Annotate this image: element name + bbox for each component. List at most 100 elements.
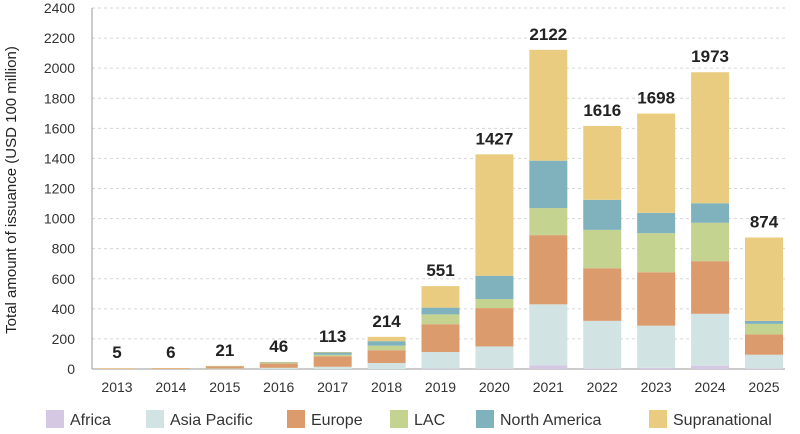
- legend-swatch: [390, 410, 408, 428]
- bar-segment: [151, 368, 190, 369]
- total-label: 46: [269, 337, 288, 356]
- bar-segment: [98, 368, 136, 369]
- y-tick-label: 2400: [44, 0, 75, 16]
- total-label: 21: [215, 341, 234, 360]
- y-tick-label: 0: [67, 361, 75, 377]
- bar-segment: [529, 49, 568, 161]
- y-tick-label: 200: [52, 331, 76, 347]
- bar-segment: [637, 233, 676, 273]
- bar-segment: [637, 212, 676, 234]
- bar-segment: [529, 365, 568, 369]
- bar-segment: [475, 308, 514, 347]
- bars: [98, 49, 783, 370]
- bar-segment: [529, 208, 568, 236]
- bar-segment: [475, 346, 514, 369]
- bar-segment: [367, 336, 406, 342]
- total-labels: 5 6 21 46 113 214 551 1427 2122 1616 1698 1973 874: [112, 25, 778, 362]
- x-axis: 2013 2014 2015 2016 2017 2018 2019 2020 2021 2022…: [101, 379, 779, 395]
- bar-segment: [529, 160, 568, 209]
- legend-label: Europe: [311, 412, 363, 429]
- bar-segment: [745, 334, 783, 355]
- total-label: 1973: [691, 47, 729, 66]
- bar-segment: [367, 350, 406, 363]
- bar-segment: [691, 222, 730, 262]
- bar-segment: [205, 365, 244, 367]
- x-tick-label: 2015: [209, 379, 240, 395]
- bar-segment: [205, 368, 244, 370]
- legend-swatch: [287, 410, 305, 428]
- bar-segment: [313, 356, 352, 367]
- bar-segment: [313, 366, 352, 369]
- x-tick-label: 2016: [263, 379, 294, 395]
- y-tick-label: 2200: [44, 30, 75, 46]
- bar-segment: [367, 362, 406, 369]
- legend-label: Asia Pacific: [170, 412, 253, 429]
- bar-segment: [691, 72, 730, 204]
- legend-label: North America: [500, 412, 601, 429]
- bar-segment: [421, 286, 460, 308]
- total-label: 214: [372, 312, 401, 331]
- x-tick-label: 2025: [748, 379, 779, 395]
- legend-label: Africa: [70, 412, 111, 429]
- bar-segment: [421, 352, 460, 369]
- bar-segment: [529, 304, 568, 366]
- x-tick-label: 2019: [425, 379, 456, 395]
- total-label: 874: [750, 213, 779, 232]
- x-tick-label: 2013: [101, 379, 132, 395]
- bar-segment: [313, 354, 352, 357]
- y-tick-label: 1000: [44, 211, 75, 227]
- bar-segment: [583, 368, 622, 369]
- total-label: 1616: [583, 101, 621, 120]
- bar-segment: [529, 235, 568, 305]
- legend-swatch: [649, 410, 667, 428]
- x-tick-label: 2023: [641, 379, 672, 395]
- bar-segment: [475, 299, 514, 309]
- bar-segment: [421, 314, 460, 325]
- bar-segment: [745, 320, 783, 324]
- y-tick-label: 1800: [44, 90, 75, 106]
- bar-segment: [745, 368, 783, 369]
- legend-label: LAC: [414, 412, 445, 429]
- y-tick-label: 1400: [44, 150, 75, 166]
- x-tick-label: 2022: [587, 379, 618, 395]
- bar-segment: [259, 362, 298, 364]
- bar-segment: [583, 320, 622, 369]
- bar-segment: [259, 363, 298, 368]
- total-label: 1698: [637, 89, 675, 108]
- bar-segment: [637, 113, 676, 213]
- legend: Africa Asia Pacific Europe LAC North America…: [46, 410, 772, 429]
- x-tick-label: 2024: [695, 379, 726, 395]
- legend-swatch: [46, 410, 64, 428]
- bar-segment: [259, 362, 298, 363]
- x-tick-label: 2020: [479, 379, 510, 395]
- x-tick-label: 2021: [533, 379, 564, 395]
- bar-segment: [475, 368, 514, 369]
- bar-segment: [691, 313, 730, 366]
- bar-segment: [691, 261, 730, 314]
- y-tick-label: 1600: [44, 120, 75, 136]
- legend-swatch: [146, 410, 164, 428]
- bar-segment: [313, 352, 352, 355]
- bar-segment: [691, 203, 730, 223]
- bar-segment: [259, 367, 298, 369]
- bar-segment: [367, 341, 406, 346]
- bar-segment: [583, 268, 622, 321]
- bar-segment: [637, 325, 676, 368]
- y-tick-label: 800: [52, 241, 76, 257]
- legend-label: Supranational: [673, 412, 772, 429]
- bar-segment: [745, 237, 783, 321]
- bar-segment: [367, 345, 406, 351]
- bar-segment: [637, 272, 676, 326]
- bar-segment: [313, 352, 352, 353]
- bar-segment: [421, 368, 460, 370]
- total-label: 5: [112, 343, 121, 362]
- bar-segment: [637, 367, 676, 369]
- bar-segment: [691, 365, 730, 369]
- x-tick-label: 2014: [155, 379, 186, 395]
- legend-swatch: [476, 410, 494, 428]
- y-tick-label: 2000: [44, 60, 75, 76]
- bar-segment: [583, 125, 622, 200]
- total-label: 113: [319, 327, 346, 346]
- y-axis-label: Total amount of issuance (USD 100 millio…: [3, 46, 20, 334]
